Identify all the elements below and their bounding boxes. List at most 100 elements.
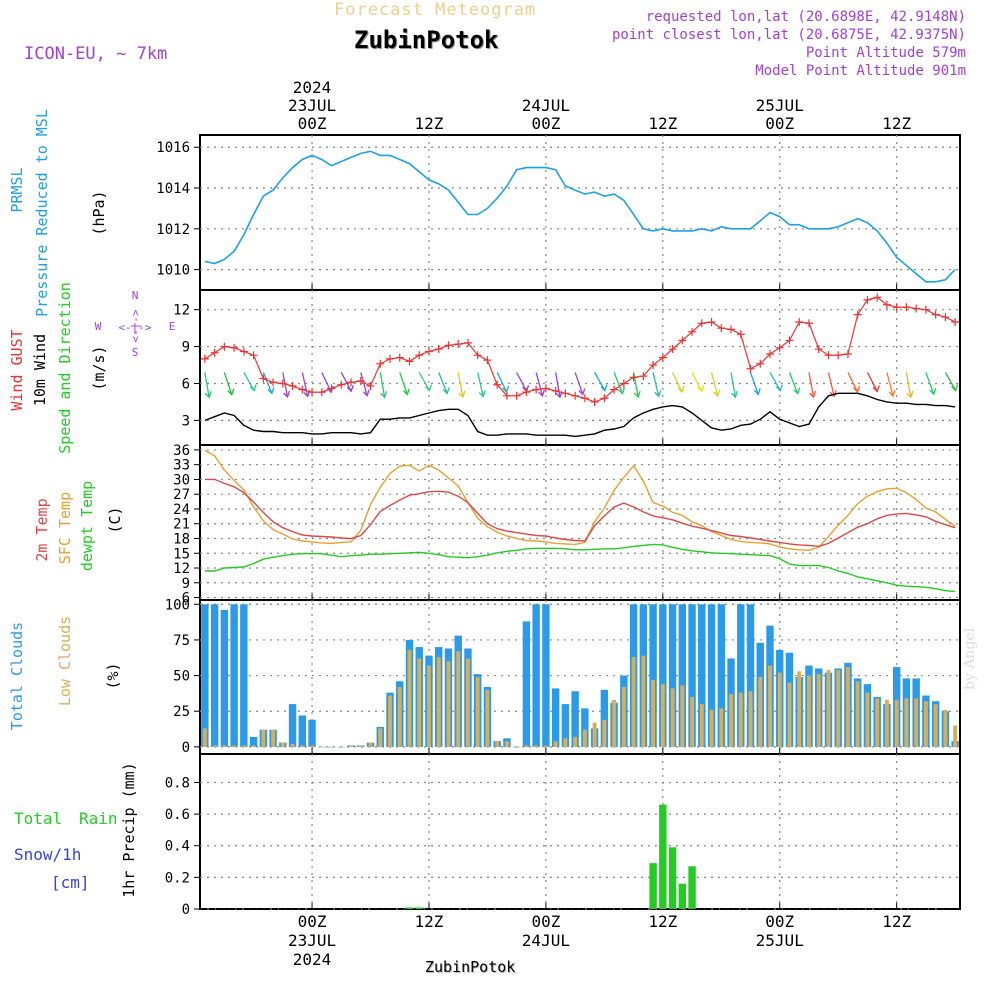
low-cloud-bar [212, 745, 217, 747]
low-cloud-bar [768, 665, 772, 747]
rain-bar [649, 863, 657, 909]
label-total: Total [14, 809, 62, 828]
low-cloud-bar [855, 681, 860, 747]
label-10m-wind: 10m Wind [31, 334, 49, 406]
gust-point [697, 319, 706, 328]
label-speed-direction: Speed and Direction [56, 282, 74, 454]
wind-direction-arrow [808, 372, 815, 398]
low-cloud-bar [358, 745, 363, 747]
label-cm: [cm] [51, 873, 90, 892]
low-cloud-bar [807, 675, 811, 747]
bottom-time-label: 00Z [298, 912, 327, 931]
low-cloud-bar [456, 651, 461, 747]
low-cloud-bar [310, 745, 314, 747]
y-tick-label: 0.2 [165, 870, 190, 886]
low-cloud-bar [816, 674, 821, 747]
gust-point [220, 342, 229, 351]
low-cloud-bar [904, 698, 909, 747]
wind-direction-arrow [262, 372, 273, 394]
wind-arrow-head [346, 384, 354, 393]
wind-direction-arrow [555, 372, 561, 398]
gust-point [912, 304, 921, 313]
total-cloud-bar [201, 604, 209, 747]
gust-point [727, 325, 736, 334]
top-time-label: 23JUL [288, 96, 336, 115]
low-cloud-bar [651, 679, 656, 747]
y-tick-label: 24 [173, 502, 190, 518]
top-time-label: 00Z [765, 114, 794, 133]
wind-direction-arrow [749, 372, 759, 395]
y-tick-label: 0.8 [165, 775, 190, 791]
gust-point [678, 336, 687, 345]
label-total-clouds: Total Clouds [8, 622, 26, 730]
gust-point [386, 354, 394, 363]
wind-arrow-head [249, 384, 257, 392]
total-cloud-bar [240, 604, 248, 747]
low-cloud-bar [709, 709, 714, 747]
low-cloud-bar [495, 741, 500, 747]
gust-point [347, 378, 356, 387]
closest-coords: point closest lon,lat (20.6875E, 42.9375… [611, 27, 966, 43]
gust-point [230, 343, 239, 352]
low-cloud-bar [660, 684, 665, 747]
wind-arrow-head [713, 389, 721, 398]
gust-point [337, 380, 346, 389]
wind-arrow-head [402, 388, 410, 396]
low-cloud-bar [251, 745, 256, 747]
wind-arrow-head [633, 390, 641, 399]
gust-point [473, 351, 482, 360]
gust-point [483, 356, 492, 365]
wind-direction-arrow [691, 372, 703, 392]
y-tick-label: 0 [182, 902, 190, 918]
low-cloud-bar [368, 742, 373, 747]
label-1hr-precip: 1hr Precip (mm) [120, 762, 138, 897]
gust-point [259, 374, 268, 383]
gust-point [532, 385, 541, 394]
gust-point [668, 345, 677, 354]
label-wind-gust: Wind GUST [8, 329, 26, 410]
wind-arrow-head [227, 388, 235, 396]
gust-point [619, 379, 628, 388]
compass-west: W [95, 320, 102, 333]
pressure-line [204, 150, 956, 283]
low-cloud-bar [241, 745, 246, 747]
y-tick-label: 0.4 [165, 839, 190, 855]
gust-point [356, 377, 365, 386]
low-cloud-bar [349, 745, 353, 747]
total-cloud-bar [561, 704, 570, 747]
y-tick-label: 36 [173, 443, 190, 459]
wind-arrow-head [204, 391, 212, 399]
gust-point [210, 348, 219, 357]
panel-frame-wind [199, 289, 961, 446]
bottom-time-label: 00Z [531, 912, 560, 931]
bottom-time-label: 12Z [882, 912, 911, 931]
low-cloud-bar [582, 729, 587, 747]
low-cloud-bar [524, 745, 529, 747]
rain-bar [668, 847, 677, 909]
low-cloud-bar [563, 738, 568, 747]
total-cloud-bar [688, 604, 696, 747]
gust-point [658, 353, 667, 362]
low-cloud-bar [680, 685, 685, 747]
label-hpa: (hPa) [90, 190, 108, 235]
model-altitude: Model Point Altitude 901m [755, 63, 966, 79]
gust-point [649, 361, 658, 370]
wind-direction-arrow [399, 372, 408, 395]
low-cloud-bar [953, 725, 958, 747]
gust-point [415, 351, 424, 360]
y-tick-label: 1010 [156, 263, 190, 279]
wind-arrow-head [829, 390, 837, 398]
label-low-clouds: Low Clouds [56, 616, 74, 706]
low-cloud-bar [846, 667, 850, 747]
wind-arrow-head [872, 385, 880, 393]
gust-point [736, 330, 745, 339]
total-cloud-bar [288, 704, 297, 747]
bottom-time-label: 23JUL [288, 931, 336, 950]
gust-point [278, 379, 287, 388]
requested-coords: requested lon,lat (20.6898E, 42.9148N) [645, 9, 966, 25]
wind-arrow-head [951, 384, 959, 392]
top-time-label: 2024 [293, 78, 332, 97]
gust-point [590, 397, 599, 406]
gust-point [824, 351, 833, 360]
low-cloud-bar [758, 677, 763, 747]
